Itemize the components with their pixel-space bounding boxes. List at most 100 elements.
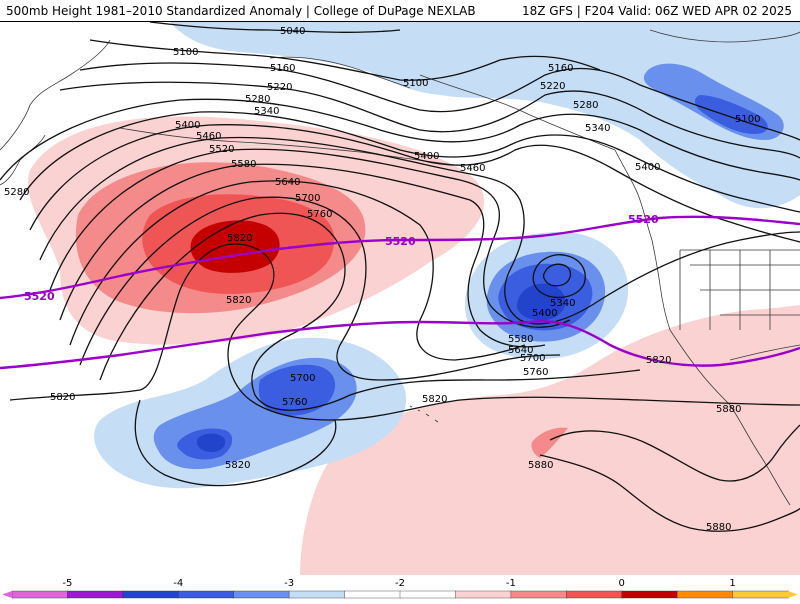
- contour-label-5100: 5100: [173, 47, 198, 58]
- purple-label-central: 5520: [385, 235, 416, 248]
- contour-label-5340-low: 5340: [550, 298, 575, 309]
- contour-label-5640-low: 5640: [508, 345, 533, 356]
- contour-5460: [39, 136, 800, 325]
- contour-label-5820-south: 5820: [225, 460, 250, 471]
- contour-label-5100-alaska: 5100: [403, 78, 428, 89]
- contour-label-5580: 5580: [231, 159, 256, 170]
- colorbar-bin: [122, 590, 180, 599]
- contour-label-5340-east: 5340: [585, 123, 610, 134]
- contour-5520-highlight: [0, 215, 800, 370]
- contour-label-5820-ridge: 5820: [226, 295, 251, 306]
- contour-5220: [59, 81, 800, 159]
- colorbar-tick-labels: -5-4-3-2-1012345: [62, 578, 735, 589]
- contour-label-5400-gulf: 5400: [414, 151, 439, 162]
- contour-label-5280: 5280: [245, 94, 270, 105]
- contour-label-5280-west: 5280: [4, 187, 29, 198]
- contour-label-5640: 5640: [275, 177, 300, 188]
- contour-5880: [549, 424, 800, 482]
- colorbar-tick-label: -2: [395, 578, 405, 589]
- colorbar-tick-label: 0: [619, 578, 625, 589]
- contour-label-5520: 5520: [209, 144, 234, 155]
- contour-5100-alaska: [89, 39, 601, 81]
- low-center-contours: [532, 254, 586, 299]
- colorbar-bin: [67, 590, 124, 599]
- colorbar-bin: [566, 590, 623, 599]
- anomaly-colorbar: -5-4-3-2-1012345: [0, 575, 800, 600]
- colorbar-tick-label: 1: [729, 578, 735, 589]
- height-contours: [0, 22, 800, 532]
- purple-label-east: 5520: [628, 213, 659, 226]
- colorbar-bin: [288, 590, 346, 599]
- colorbar-bin: [233, 590, 290, 599]
- map-title: 500mb Height 1981–2010 Standardized Anom…: [6, 4, 476, 18]
- contour-5880-south: [539, 454, 800, 532]
- coastline-pacific-nw: [651, 239, 671, 331]
- colorbar-tick-label: -5: [62, 578, 72, 589]
- colorbar-bin: [732, 590, 789, 599]
- coastline-kamchatka: [0, 134, 46, 186]
- anomaly-plus2-region-southwest: [531, 427, 568, 458]
- contour-label-5160: 5160: [270, 63, 295, 74]
- contour-label-5220: 5220: [267, 82, 292, 93]
- purple-label-group: 5520 5520 5520: [24, 213, 659, 303]
- coastline-aleutians: [119, 127, 456, 166]
- contour-5160: [79, 62, 800, 141]
- coastline-alaska-west: [269, 56, 411, 89]
- contour-label-5460: 5460: [196, 131, 221, 142]
- colorbar-bin: [344, 590, 401, 599]
- contour-5400: [29, 124, 800, 243]
- contour-5040: [149, 22, 401, 33]
- contour-label-5880-central: 5880: [528, 460, 553, 471]
- negative-anomaly-shading: [94, 22, 800, 489]
- contour-label-5340: 5340: [254, 106, 279, 117]
- contour-5820-loop-south: [134, 399, 337, 487]
- contour-label-5400-bc: 5400: [635, 162, 660, 173]
- map-canvas: 5040 5100 5160 5220 5280 5340 5400 5460 …: [0, 22, 800, 575]
- colorbar-tick-label: -4: [173, 578, 183, 589]
- contour-label-5220-east: 5220: [540, 81, 565, 92]
- contour-label-5880-south: 5880: [706, 522, 731, 533]
- coastline-siberia: [0, 39, 111, 151]
- contour-label-5100-canada: 5100: [735, 114, 760, 125]
- contour-label-5760: 5760: [307, 209, 332, 220]
- anomaly-minus3-region-central-pacific: [258, 364, 336, 416]
- map-header: 500mb Height 1981–2010 Standardized Anom…: [0, 0, 800, 22]
- contour-label-5820-east: 5820: [646, 355, 671, 366]
- contour-5340: [19, 111, 800, 213]
- colorbar-bin: [455, 590, 512, 599]
- contour-label-5160-east: 5160: [548, 63, 573, 74]
- contour-label-5460-gulf: 5460: [460, 163, 485, 174]
- contour-label-5700-low: 5700: [290, 373, 315, 384]
- colorbar-bin: [510, 590, 567, 599]
- contour-label-5400-low: 5400: [532, 308, 557, 319]
- contour-label-5700-east: 5700: [520, 353, 545, 364]
- colorbar-bin: [178, 590, 235, 599]
- contour-5820: [9, 243, 800, 421]
- contour-label-5400: 5400: [175, 120, 200, 131]
- colorbar-tick-label: -3: [284, 578, 294, 589]
- colorbar-bin: [399, 590, 457, 599]
- colorbar-tick-label: -1: [506, 578, 516, 589]
- colorbar-bin: [676, 590, 734, 599]
- contour-label-5760-east: 5760: [523, 367, 548, 378]
- contour-label-5280-east: 5280: [573, 100, 598, 111]
- purple-contour-south: [0, 320, 800, 370]
- colorbar-canvas: -5-4-3-2-1012345: [2, 578, 798, 599]
- colorbar-high-arrow: [788, 591, 798, 598]
- contour-label-5760-low: 5760: [282, 397, 307, 408]
- contour-label-5820-west: 5820: [50, 392, 75, 403]
- colorbar-bins: [2, 590, 798, 599]
- anomaly-minus4-region-east-pacific: [516, 283, 566, 321]
- contour-label-5580-low: 5580: [508, 334, 533, 345]
- anomaly-map: 5040 5100 5160 5220 5280 5340 5400 5460 …: [0, 22, 800, 575]
- contour-5640: [69, 180, 526, 361]
- contour-label-5820-high: 5820: [227, 233, 252, 244]
- coastline-california: [669, 329, 731, 406]
- contour-5760: [99, 212, 641, 411]
- anomaly-minus3-region-canada: [694, 95, 768, 134]
- purple-contour-north: [0, 215, 800, 300]
- contour-label-5700: 5700: [295, 193, 320, 204]
- anomaly-minus1-region-alaska: [170, 22, 800, 209]
- anomaly-minus4-region-central-pacific: [196, 433, 226, 452]
